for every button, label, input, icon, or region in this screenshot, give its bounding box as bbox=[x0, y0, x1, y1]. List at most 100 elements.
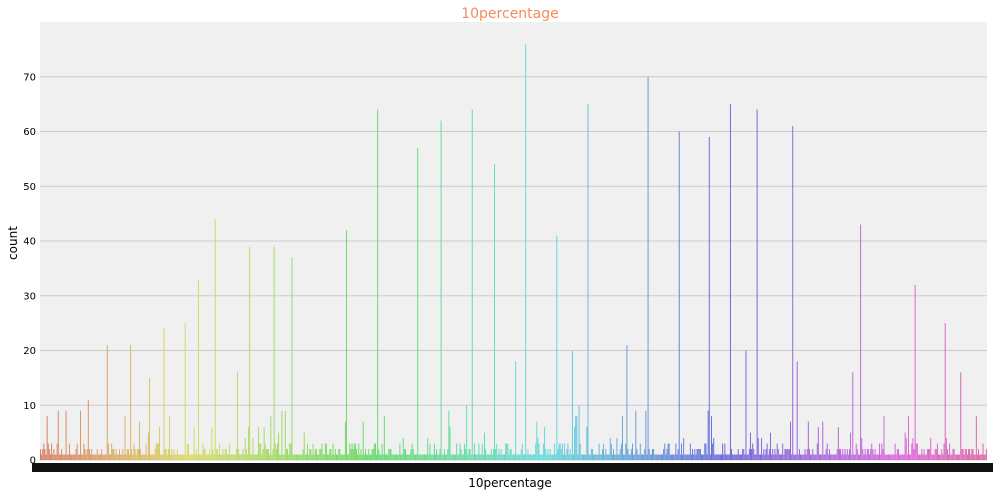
bar bbox=[586, 427, 588, 460]
bar bbox=[747, 454, 749, 460]
bar bbox=[43, 443, 45, 460]
bar bbox=[70, 454, 71, 460]
bar bbox=[519, 454, 521, 460]
bar bbox=[813, 454, 815, 460]
bar bbox=[601, 449, 603, 460]
bar bbox=[216, 449, 218, 460]
bar bbox=[124, 416, 126, 460]
bar bbox=[280, 454, 282, 460]
bar bbox=[268, 449, 270, 460]
bar bbox=[944, 323, 946, 461]
bar bbox=[262, 449, 264, 460]
bar bbox=[684, 454, 686, 460]
bar bbox=[535, 443, 537, 460]
bar bbox=[852, 372, 854, 460]
bar bbox=[820, 454, 822, 460]
bar bbox=[889, 454, 891, 460]
bar bbox=[667, 443, 669, 460]
bar bbox=[796, 361, 798, 460]
bar bbox=[482, 454, 484, 460]
bar bbox=[120, 454, 122, 460]
bar bbox=[596, 454, 598, 460]
bar bbox=[624, 454, 626, 460]
bar bbox=[825, 449, 827, 460]
bar bbox=[309, 449, 311, 460]
bar bbox=[273, 246, 275, 460]
bar bbox=[879, 443, 881, 460]
bar bbox=[652, 449, 653, 460]
bar bbox=[903, 454, 905, 460]
bar bbox=[704, 443, 706, 460]
bar bbox=[660, 454, 662, 460]
bar bbox=[418, 454, 420, 460]
bar bbox=[606, 454, 608, 460]
bar bbox=[835, 454, 837, 460]
bar bbox=[884, 454, 886, 460]
bar bbox=[492, 449, 494, 460]
bar bbox=[541, 454, 543, 460]
bar bbox=[696, 449, 698, 460]
bar bbox=[650, 454, 652, 460]
bar bbox=[630, 449, 632, 460]
bar bbox=[366, 454, 367, 460]
bar bbox=[646, 454, 648, 460]
bar bbox=[116, 454, 118, 460]
bar bbox=[402, 438, 404, 460]
bar bbox=[502, 454, 504, 460]
bar bbox=[772, 449, 774, 460]
bar bbox=[599, 454, 601, 460]
bar bbox=[815, 454, 817, 460]
bar bbox=[249, 246, 251, 460]
bar bbox=[792, 126, 794, 460]
bar bbox=[554, 443, 556, 460]
bar bbox=[74, 454, 76, 460]
bar bbox=[793, 454, 795, 460]
bar bbox=[966, 454, 968, 460]
bar bbox=[615, 454, 617, 460]
bar bbox=[190, 454, 192, 460]
bar bbox=[299, 454, 301, 460]
bar bbox=[655, 454, 657, 460]
bar bbox=[460, 449, 462, 460]
bar bbox=[263, 427, 265, 460]
bar bbox=[78, 454, 80, 460]
bar bbox=[50, 454, 51, 460]
bar bbox=[194, 454, 196, 460]
bar bbox=[433, 443, 435, 460]
bar bbox=[784, 449, 786, 460]
bar bbox=[745, 350, 747, 460]
bar bbox=[693, 454, 695, 460]
bar bbox=[712, 443, 714, 460]
bar bbox=[807, 421, 809, 460]
bar bbox=[129, 454, 130, 460]
bar bbox=[160, 454, 162, 460]
bar bbox=[516, 454, 518, 460]
bar bbox=[905, 438, 907, 460]
bar bbox=[394, 454, 396, 460]
bar bbox=[497, 454, 499, 460]
bar bbox=[529, 454, 531, 460]
bar bbox=[67, 454, 69, 460]
bar bbox=[892, 454, 894, 460]
bar bbox=[665, 454, 667, 460]
bar bbox=[496, 443, 498, 460]
bar bbox=[597, 454, 599, 460]
bar bbox=[860, 224, 862, 460]
bar bbox=[843, 454, 845, 460]
bar bbox=[974, 454, 976, 460]
bar bbox=[468, 449, 470, 460]
bar bbox=[719, 454, 721, 460]
bar bbox=[206, 454, 208, 460]
bar bbox=[202, 443, 204, 460]
bar bbox=[943, 443, 945, 460]
bar bbox=[945, 438, 947, 460]
bar bbox=[252, 438, 254, 460]
bar bbox=[771, 454, 773, 460]
bar bbox=[891, 454, 893, 460]
bar bbox=[525, 43, 527, 461]
bar bbox=[143, 454, 145, 460]
bar bbox=[420, 454, 422, 460]
bar bbox=[941, 449, 943, 460]
bar bbox=[209, 449, 211, 460]
